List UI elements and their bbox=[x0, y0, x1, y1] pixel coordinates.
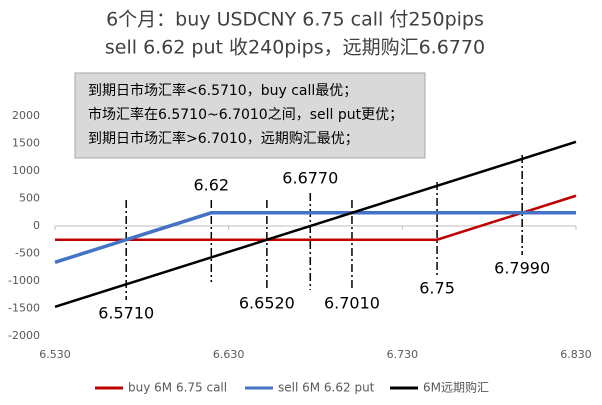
x-tick-label: 6.630 bbox=[213, 348, 245, 361]
y-tick-label: 0 bbox=[33, 219, 40, 232]
series-line bbox=[54, 211, 576, 264]
chart-title: sell 6.62 put 收240pips，远期购汇6.6770 bbox=[105, 37, 485, 59]
y-tick-label: 500 bbox=[19, 192, 40, 205]
y-tick-label: -2000 bbox=[8, 329, 40, 342]
y-tick-label: 1000 bbox=[12, 164, 40, 177]
annotation-label: 6.7010 bbox=[324, 294, 380, 313]
x-tick-label: 6.730 bbox=[387, 348, 419, 361]
legend-label: sell 6M 6.62 put bbox=[278, 381, 375, 395]
series-line bbox=[54, 140, 577, 309]
y-tick-label: -500 bbox=[15, 247, 40, 260]
y-tick-label: 1500 bbox=[12, 137, 40, 150]
chart-title: 6个月：buy USDCNY 6.75 call 付250pips bbox=[106, 9, 484, 31]
y-tick-label: 2000 bbox=[12, 109, 40, 122]
annotation-label: 6.7990 bbox=[494, 259, 550, 278]
x-tick-label: 6.530 bbox=[39, 348, 71, 361]
y-tick-label: -1500 bbox=[8, 302, 40, 315]
x-tick-label: 6.830 bbox=[560, 348, 592, 361]
text-box-line: 到期日市场汇率>6.7010，远期购汇最优； bbox=[88, 130, 359, 147]
text-box-line: 到期日市场汇率<6.5710，buy call最优； bbox=[88, 82, 357, 99]
annotation-label: 6.62 bbox=[193, 176, 229, 195]
annotation-label: 6.6520 bbox=[239, 294, 295, 313]
text-box bbox=[74, 72, 426, 159]
legend-label: buy 6M 6.75 call bbox=[128, 381, 227, 395]
annotation-label: 6.6770 bbox=[282, 169, 338, 188]
annotation-label: 6.5710 bbox=[98, 304, 154, 323]
y-tick-label: -1000 bbox=[8, 274, 40, 287]
annotation-label: 6.75 bbox=[419, 279, 455, 298]
legend-label: 6M远期购汇 bbox=[423, 380, 489, 395]
text-box-line: 市场汇率在6.5710~6.7010之间，sell put更优； bbox=[88, 106, 403, 123]
series-line bbox=[55, 194, 577, 241]
